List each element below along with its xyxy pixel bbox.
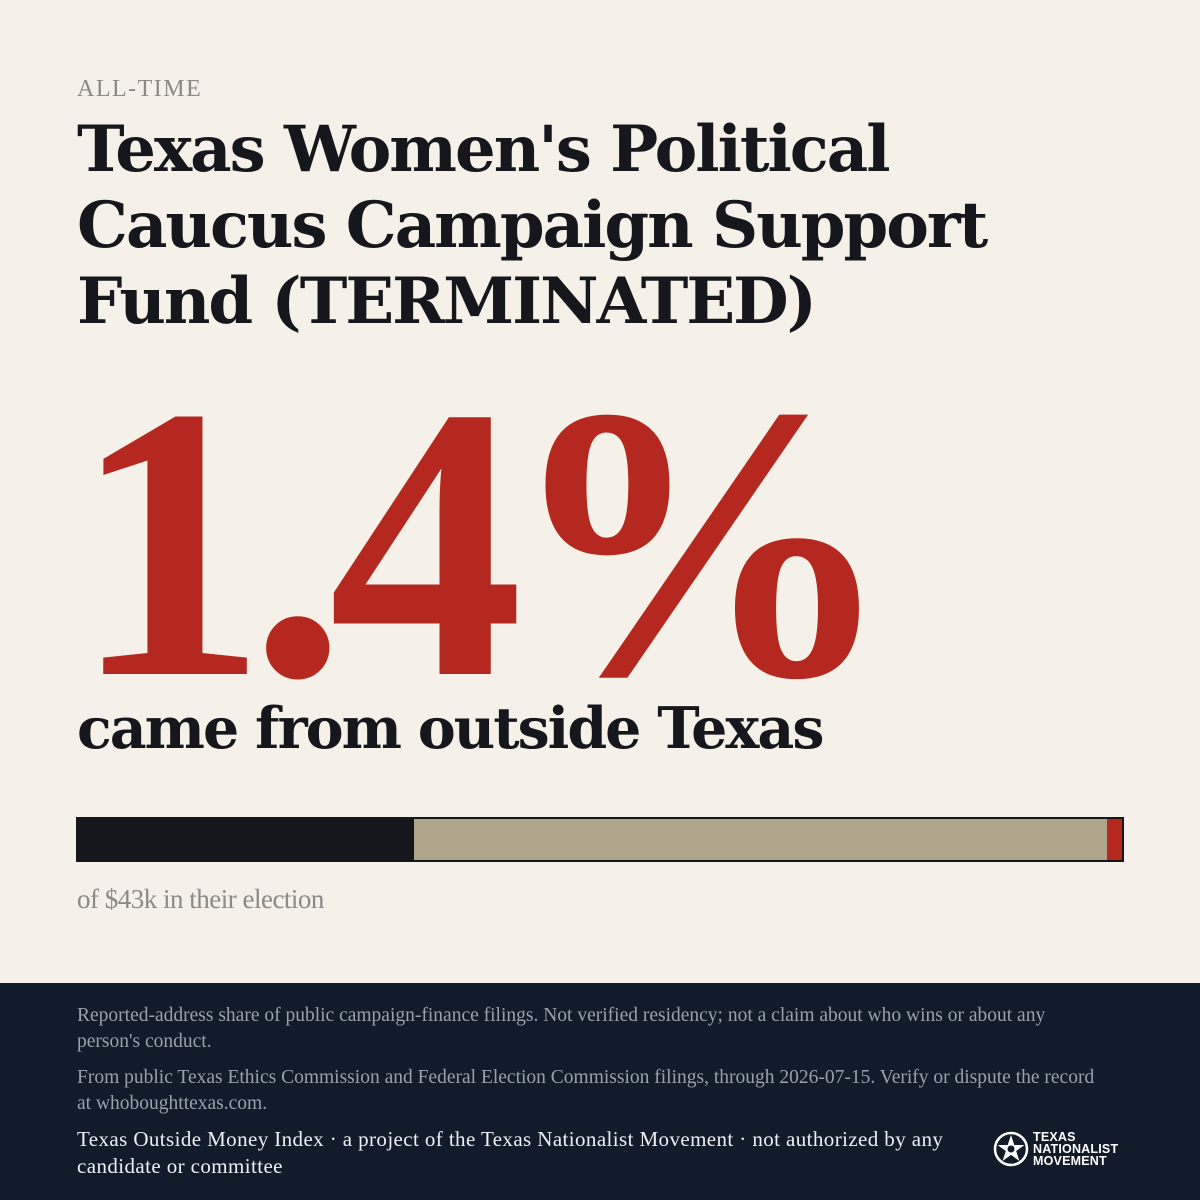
bar-note: of $43k in their election (77, 884, 324, 914)
headline-percentage: 1.4% (72, 327, 895, 759)
footer-disclaimer-methodology: Reported-address share of public campaig… (77, 1005, 1046, 1052)
kicker-label: ALL-TIME (77, 76, 203, 102)
logo-line-3: MOVEMENT (1033, 1154, 1107, 1168)
share-bar-segment-2 (1107, 819, 1122, 860)
share-bar (76, 817, 1124, 862)
footer-credit: Texas Outside Money Index · a project of… (77, 1127, 944, 1178)
footer-disclaimer-source: From public Texas Ethics Commission and … (77, 1067, 1095, 1114)
star-seal-icon (993, 1131, 1029, 1167)
footer (0, 983, 1200, 1200)
logo-line-2: NATIONALIST (1033, 1142, 1119, 1156)
logo-wordmark: TEXAS NATIONALIST MOVEMENT (1033, 1130, 1119, 1168)
share-bar-segment-1 (414, 819, 1108, 860)
stat-caption: came from outside Texas (77, 695, 824, 762)
logo-line-1: TEXAS (1033, 1130, 1076, 1144)
page-title: Texas Women's Political Caucus Campaign … (77, 112, 988, 339)
tnm-logo: TEXAS NATIONALIST MOVEMENT (993, 1131, 1118, 1167)
share-bar-segment-0 (78, 819, 415, 860)
